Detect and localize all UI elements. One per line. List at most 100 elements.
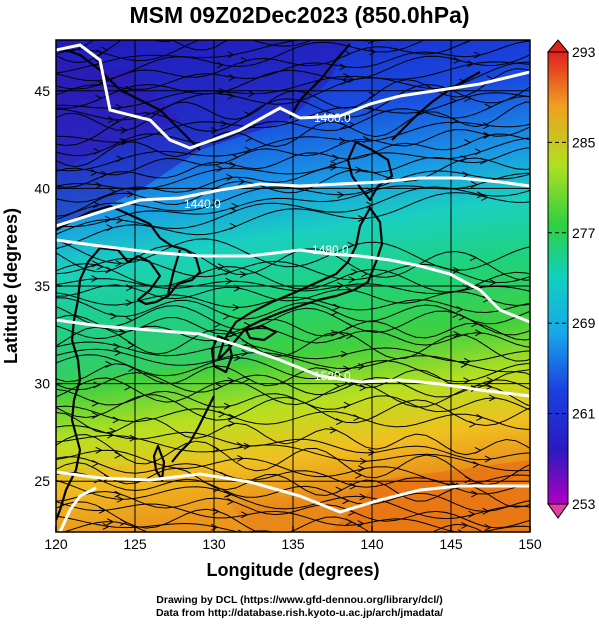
streamline — [56, 95, 530, 157]
streamline-arrow — [100, 30, 106, 36]
streamline-arrow — [124, 383, 132, 391]
streamline-arrow — [109, 427, 117, 435]
streamline-arrow — [474, 148, 483, 156]
streamline-arrow — [126, 190, 135, 198]
coastline-ryukyu — [171, 395, 215, 463]
streamline-arrow — [112, 416, 120, 424]
streamline — [56, 121, 530, 172]
streamline-arrow — [91, 275, 99, 283]
credit-line-drawing: Drawing by DCL (https://www.gfd-dennou.o… — [156, 594, 443, 606]
coastline-sakhalin — [289, 43, 351, 119]
streamline-arrow — [227, 51, 235, 59]
x-axis-label: Longitude (degrees) — [206, 560, 379, 580]
x-tick-label: 130 — [202, 536, 226, 552]
streamline-arrow — [333, 382, 341, 390]
streamline-arrow — [485, 383, 493, 391]
streamline-arrow — [471, 320, 479, 328]
streamline-arrow — [232, 304, 240, 311]
streamline-arrow — [227, 92, 235, 100]
streamline-arrow — [460, 155, 468, 162]
contour-line-1520 — [56, 318, 530, 398]
streamline — [56, 456, 530, 495]
streamline-arrow — [212, 507, 220, 515]
streamline-arrow — [348, 276, 356, 284]
streamline-arrow — [488, 394, 497, 402]
streamline-arrow — [344, 381, 353, 389]
streamline-arrow — [101, 46, 109, 54]
streamline-arrow — [90, 169, 98, 176]
streamline-arrow — [237, 529, 244, 532]
y-axis-ticks: 25 30 35 40 45 — [34, 83, 62, 489]
colorbar-tick-label: 261 — [572, 406, 596, 422]
streamline-arrow — [337, 282, 345, 290]
streamline-arrow — [453, 20, 459, 26]
colorbar-tick-label: 253 — [572, 496, 596, 512]
coastline-kyushu — [210, 334, 234, 374]
streamline-arrow — [111, 118, 120, 126]
streamline-arrow — [354, 471, 363, 479]
streamline-arrow — [366, 201, 374, 209]
streamline-arrow — [93, 148, 101, 155]
colorbar-tick-label: 277 — [572, 225, 596, 241]
map-title: MSM 09Z02Dec2023 (850.0hPa) — [129, 2, 470, 28]
streamline — [56, 471, 530, 512]
y-tick-label: 40 — [34, 180, 50, 196]
streamline-arrow — [116, 155, 124, 163]
coastline-north — [59, 46, 201, 151]
streamline-arrow — [212, 199, 220, 207]
streamline-arrow — [471, 490, 479, 498]
streamline-arrow — [93, 201, 101, 209]
wind-streamlines — [56, 16, 530, 532]
streamline — [56, 501, 530, 532]
streamline — [56, 515, 337, 532]
streamline-arrow — [343, 401, 351, 409]
streamline-arrow — [224, 490, 232, 498]
streamline — [56, 372, 530, 398]
streamline-arrow — [229, 207, 238, 215]
contour-line-sw — [58, 486, 97, 532]
streamline-arrow — [106, 224, 114, 232]
streamline-arrow — [232, 34, 238, 40]
streamline — [56, 297, 530, 325]
streamline-arrow — [481, 193, 489, 201]
credit-line-data: Data from http://database.rish.kyoto-u.a… — [155, 607, 444, 619]
streamline-arrow — [353, 414, 361, 422]
streamline-arrow — [356, 16, 362, 22]
streamline-arrow — [474, 446, 482, 454]
streamline-arrow — [125, 316, 134, 324]
streamline-arrow — [368, 91, 376, 99]
streamline-arrow — [458, 21, 464, 27]
streamline-arrow — [350, 268, 359, 276]
streamline-arrow — [228, 74, 236, 82]
contour-label-1400: 1400.0 — [314, 111, 351, 125]
y-axis-label: Latitude (degrees) — [1, 208, 21, 364]
contour-line-1400 — [56, 43, 530, 150]
streamline-arrow — [474, 329, 483, 337]
streamline-arrow — [229, 330, 237, 338]
streamline-arrow — [243, 442, 252, 450]
streamline-arrow — [91, 399, 100, 407]
x-axis-ticks: 120 125 130 135 140 145 150 — [44, 526, 542, 552]
streamline-arrow — [241, 23, 247, 29]
colorbar-tick-label: 293 — [572, 44, 596, 60]
streamline-arrow — [453, 57, 461, 64]
streamline — [56, 40, 426, 82]
geopotential-contours — [56, 43, 530, 532]
streamline-arrow — [459, 78, 467, 86]
streamline-arrow — [461, 521, 469, 529]
streamline-arrow — [460, 360, 469, 368]
streamline — [56, 348, 530, 373]
streamline-arrow — [240, 56, 249, 64]
streamline-arrow — [453, 330, 461, 338]
coastline-hokkaido — [346, 140, 394, 202]
streamline-arrow — [210, 126, 219, 134]
streamline-arrow — [366, 187, 374, 195]
streamline — [56, 433, 530, 486]
streamline — [56, 461, 530, 508]
streamline-arrow — [231, 202, 239, 210]
streamline-arrow — [108, 188, 117, 196]
contour-line-1480 — [56, 238, 530, 324]
streamline-arrow — [115, 259, 123, 267]
streamline-arrow — [116, 216, 124, 224]
streamline-arrow — [213, 320, 222, 328]
